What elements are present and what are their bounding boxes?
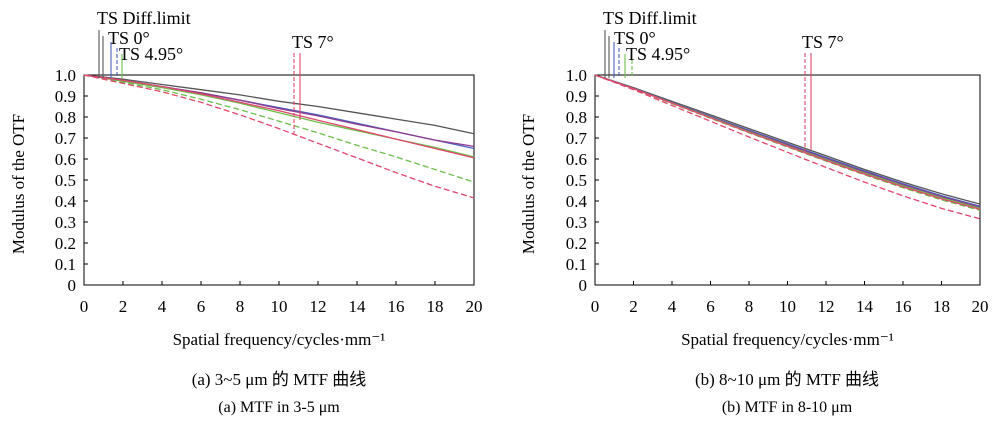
series-line	[594, 74, 981, 220]
caption-chinese: (a) 3~5 μm 的 MTF 曲线	[192, 370, 367, 389]
x-tick-label: 20	[466, 297, 483, 316]
x-axis-label: Spatial frequency/cycles·mm⁻¹	[173, 330, 386, 349]
x-tick-label: 0	[80, 297, 89, 316]
legend-label: TS 0°	[108, 28, 150, 48]
x-axis-label: Spatial frequency/cycles·mm⁻¹	[681, 330, 894, 349]
x-tick-label: 20	[972, 297, 989, 316]
chart-panel-a: 0 0.1 0.2 0.3 0.4 0.5 0.6 0.7 0.8 0.9 1.0 0 2 4 6 8 10 12…	[9, 8, 483, 416]
x-tick-label: 18	[933, 297, 950, 316]
y-tick-label: 0.8	[566, 108, 587, 127]
legend-label: TS 4.95°	[626, 44, 690, 64]
y-tick-label: 0.3	[55, 213, 76, 232]
y-tick-label: 0.8	[55, 108, 76, 127]
legend-label: TS 7°	[802, 32, 844, 52]
y-tick-label: 0.2	[566, 234, 587, 253]
x-tick-label: 8	[236, 297, 245, 316]
series-line	[594, 74, 981, 211]
legend-label: TS Diff.limit	[603, 8, 697, 28]
y-tick-label: 0.2	[55, 234, 76, 253]
legend-label: TS 0°	[614, 28, 656, 48]
y-tick-label: 0.4	[566, 192, 588, 211]
x-tick-label: 0	[591, 297, 600, 316]
y-tick-label: 0.9	[55, 87, 76, 106]
y-tick-label: 0.5	[55, 171, 76, 190]
x-tick-label: 10	[271, 297, 288, 316]
y-tick-label: 0.4	[55, 192, 77, 211]
x-tick-label: 2	[119, 297, 128, 316]
caption-chinese: (b) 8~10 μm 的 MTF 曲线	[695, 370, 879, 389]
x-tick-label: 6	[706, 297, 715, 316]
x-tick-label: 12	[818, 297, 835, 316]
y-tick-label: 0	[68, 276, 77, 295]
y-tick-label: 1.0	[566, 66, 587, 85]
caption-english: (b) MTF in 8-10 μm	[722, 399, 853, 416]
chart-panel-b: 0 0.1 0.2 0.3 0.4 0.5 0.6 0.7 0.8 0.9 1.0 0 2 4 6 8 10 12…	[519, 8, 989, 416]
y-tick-label: 0.6	[55, 150, 76, 169]
y-tick-label: 0.9	[566, 87, 587, 106]
x-tick-label: 2	[629, 297, 638, 316]
y-tick-label: 0.1	[55, 255, 76, 274]
legend-label: TS 7°	[292, 32, 334, 52]
x-tick-label: 14	[349, 297, 367, 316]
x-tick-label: 6	[197, 297, 206, 316]
x-tick-label: 4	[158, 297, 167, 316]
series-line	[594, 74, 981, 207]
y-tick-label: 0.6	[566, 150, 587, 169]
y-axis-label: Modulus of the OTF	[9, 114, 28, 254]
x-tick-label: 16	[895, 297, 912, 316]
x-tick-label: 18	[427, 297, 444, 316]
x-tick-label: 4	[668, 297, 677, 316]
x-tick-label: 8	[745, 297, 754, 316]
series-line	[83, 74, 475, 159]
x-tick-label: 16	[388, 297, 405, 316]
plot-frame	[594, 74, 981, 286]
y-tick-label: 0.7	[566, 129, 588, 148]
x-tick-label: 14	[856, 297, 874, 316]
series-line	[83, 74, 475, 199]
plot-frame	[83, 74, 475, 286]
series-line	[83, 74, 475, 183]
legend-label: TS 4.95°	[119, 44, 183, 64]
series-line	[594, 74, 981, 205]
y-tick-label: 0.5	[566, 171, 587, 190]
y-axis-label: Modulus of the OTF	[519, 114, 538, 254]
y-tick-label: 1.0	[55, 66, 76, 85]
x-tick-label: 10	[779, 297, 796, 316]
y-tick-label: 0.3	[566, 213, 587, 232]
y-tick-label: 0.7	[55, 129, 77, 148]
legend-label: TS Diff.limit	[97, 8, 191, 28]
series-line	[83, 74, 475, 135]
caption-english: (a) MTF in 3-5 μm	[218, 399, 340, 416]
x-tick-label: 12	[310, 297, 327, 316]
y-tick-label: 0.1	[566, 255, 587, 274]
y-tick-label: 0	[579, 276, 588, 295]
